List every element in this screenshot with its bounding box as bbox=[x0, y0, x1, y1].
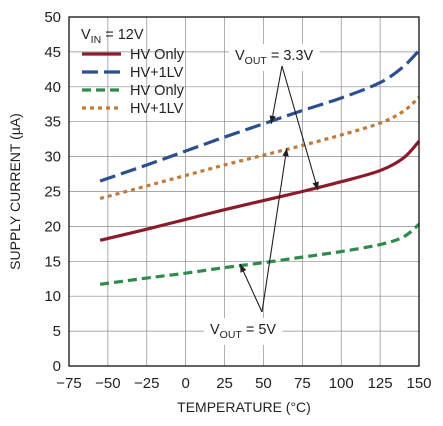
legend-entry: HV+1LV bbox=[130, 65, 184, 81]
x-tick-label: 150 bbox=[406, 375, 431, 392]
legend-entry: HV+1LV bbox=[130, 101, 184, 117]
series-line-3_3V-hv-1lv bbox=[99, 49, 421, 183]
x-tick-label: 75 bbox=[294, 375, 311, 392]
annotation-arrowhead bbox=[269, 115, 276, 124]
legend-entry: HV Only bbox=[130, 83, 185, 99]
y-tick-label: 15 bbox=[44, 253, 61, 270]
x-tick-label: 50 bbox=[255, 375, 272, 392]
x-tick-label: 100 bbox=[329, 375, 354, 392]
plot-area bbox=[68, 16, 420, 367]
annotation-arrow bbox=[239, 263, 263, 313]
x-tick-label: 0 bbox=[181, 375, 189, 392]
y-tick-label: 30 bbox=[44, 149, 61, 166]
annotation-arrowhead bbox=[240, 264, 247, 273]
annotation-arrowhead bbox=[282, 148, 289, 157]
y-tick-label: 20 bbox=[44, 218, 61, 235]
legend-entry: HV Only bbox=[130, 47, 185, 63]
x-tick-labels: −75 −50 −25 0 25 50 75 100 125 150 bbox=[56, 375, 431, 392]
annotation-arrow bbox=[261, 148, 288, 313]
x-tick-label: −75 bbox=[56, 375, 81, 392]
annotation-arrow bbox=[270, 65, 283, 124]
annotation-arrow bbox=[281, 65, 319, 191]
series-line-5V-hv-only bbox=[99, 223, 421, 286]
annotation-box bbox=[229, 44, 320, 71]
x-tick-label: 25 bbox=[216, 375, 233, 392]
x-tick-label: −25 bbox=[134, 375, 159, 392]
y-tick-label: 10 bbox=[44, 288, 61, 305]
x-axis-title: TEMPERATURE (°C) bbox=[177, 399, 311, 415]
y-tick-label: 45 bbox=[44, 44, 61, 61]
series-line-3_3V-hv-only bbox=[99, 140, 421, 242]
y-tick-label: 50 bbox=[44, 9, 61, 26]
data-lines bbox=[99, 49, 421, 286]
legend-condition: VIN = 12V bbox=[81, 27, 144, 46]
annotations: VOUT = 3.3V VOUT = 5V bbox=[204, 44, 320, 345]
annotation-label: VOUT = 3.3V bbox=[235, 48, 314, 67]
annotation-label: VOUT = 5V bbox=[210, 322, 276, 341]
y-tick-label: 5 bbox=[53, 323, 61, 340]
y-tick-label: 40 bbox=[44, 79, 61, 96]
annotation-box bbox=[204, 318, 283, 345]
x-tick-label: 125 bbox=[368, 375, 393, 392]
series-line-5V-hv-1lv bbox=[99, 96, 421, 201]
y-tick-label: 35 bbox=[44, 114, 61, 131]
y-axis-title: SUPPLY CURRENT (µA) bbox=[7, 113, 23, 270]
y-tick-label: 0 bbox=[53, 358, 61, 375]
x-tick-label: −50 bbox=[95, 375, 120, 392]
y-tick-labels: 0 5 10 15 20 25 30 35 40 45 50 bbox=[44, 9, 61, 375]
annotation-arrowhead bbox=[312, 181, 319, 191]
y-tick-label: 25 bbox=[44, 184, 61, 201]
